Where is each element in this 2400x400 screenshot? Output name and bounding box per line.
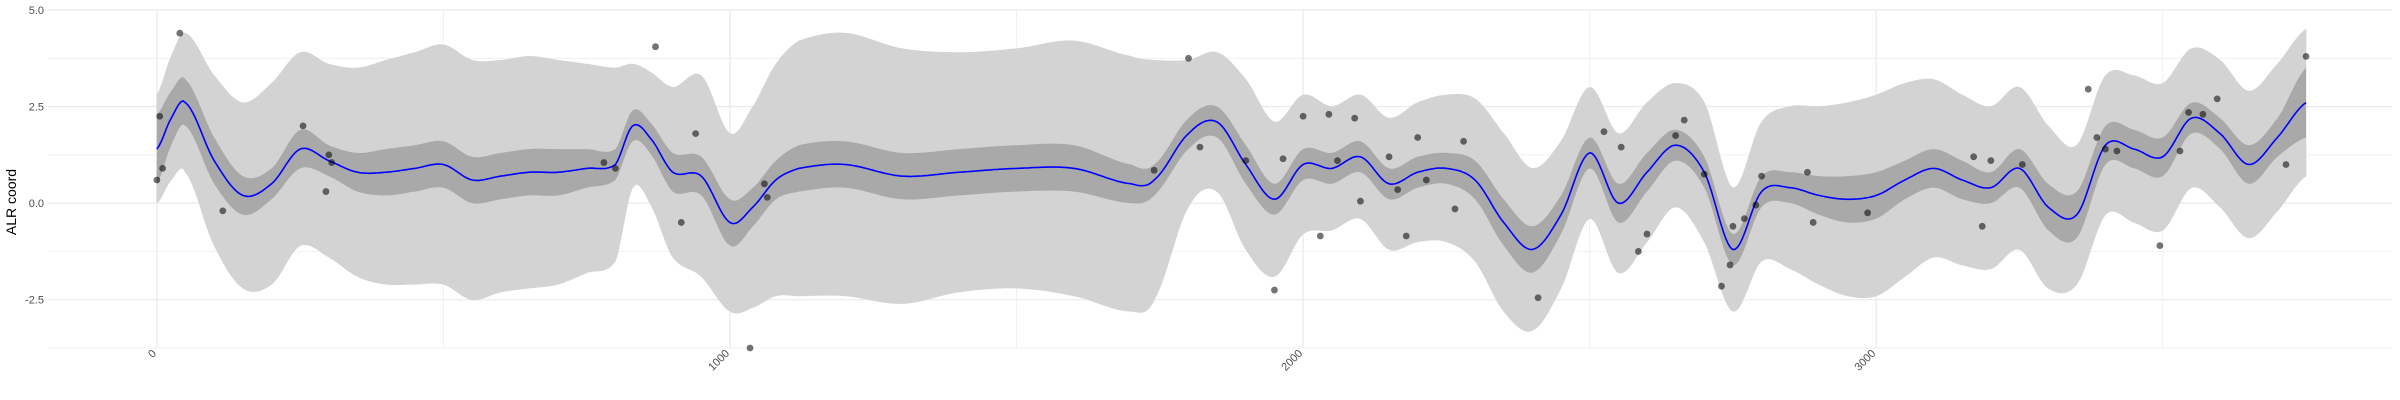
data-point [1726, 261, 1734, 269]
data-point [2018, 161, 2026, 168]
data-point [652, 43, 659, 51]
data-point [2213, 95, 2221, 103]
data-point [1414, 134, 1422, 141]
data-point [1422, 176, 1430, 184]
outer-band-area [156, 28, 2307, 332]
data-point [1864, 209, 1872, 217]
y-tick-label: -2.5 [25, 295, 44, 307]
data-point [1600, 128, 1608, 136]
data-point [156, 112, 164, 120]
data-point [2185, 108, 2192, 116]
data-point [2156, 242, 2164, 250]
y-tick-label: 5.0 [29, 5, 44, 17]
data-point [1334, 157, 1341, 165]
data-point [2302, 52, 2310, 60]
mean-line [156, 99, 2307, 251]
inner-credible-band [156, 67, 2307, 273]
data-point [1978, 222, 1986, 230]
data-point [1718, 282, 1725, 290]
x-tick-label: 3000 [1853, 348, 1879, 374]
data-point [1150, 166, 1158, 174]
data-point [1325, 110, 1333, 118]
data-point [1680, 116, 1688, 124]
data-point [159, 164, 167, 172]
data-point [219, 207, 227, 215]
data-point [692, 130, 700, 138]
data-point [1752, 201, 1760, 209]
y-tick-labels: -2.5 0.0 2.5 5.0 [25, 5, 44, 307]
data-point [611, 164, 619, 172]
data-point [2084, 85, 2092, 93]
data-point [2199, 110, 2207, 118]
data-point [1970, 153, 1978, 161]
data-point [1740, 215, 1748, 222]
data-point [1299, 112, 1307, 120]
data-point [1394, 186, 1402, 194]
x-tick-label: 2000 [1279, 348, 1305, 374]
data-point [1460, 137, 1467, 145]
data-point [1316, 232, 1324, 240]
x-tick-label: 0 [146, 348, 159, 361]
data-point [2102, 145, 2109, 153]
data-point [1279, 155, 1287, 163]
data-point [153, 176, 161, 184]
data-point [1185, 54, 1192, 62]
data-point [1451, 205, 1459, 213]
y-tick-label: 2.5 [29, 102, 44, 114]
data-point [1617, 143, 1625, 151]
data-point [2113, 147, 2121, 155]
data-point [299, 122, 307, 130]
data-point [677, 219, 685, 226]
data-point [1729, 222, 1737, 230]
data-point [328, 159, 336, 166]
data-point [1196, 143, 1204, 151]
data-point [1357, 197, 1364, 205]
data-point [1672, 132, 1680, 139]
outer-credible-band [156, 28, 2307, 332]
data-point [1271, 286, 1278, 294]
data-point [176, 29, 184, 37]
data-point [1351, 114, 1359, 122]
data-point [1402, 232, 1410, 240]
data-point [1534, 294, 1542, 302]
mean-line-layer [156, 99, 2307, 251]
inner-band-area [156, 67, 2307, 273]
x-tick-labels: 0 1000 2000 3000 [146, 348, 1878, 374]
data-point [1700, 170, 1708, 178]
data-point [2176, 147, 2184, 155]
data-point [1804, 168, 1811, 176]
data-point [2282, 161, 2290, 168]
data-point [763, 193, 771, 201]
data-point [322, 188, 330, 195]
data-point [1634, 248, 1642, 255]
y-axis-title: ALR coord [3, 169, 19, 235]
data-point [746, 344, 754, 352]
data-point [1385, 153, 1393, 161]
data-point [1809, 219, 1817, 226]
data-point [1643, 230, 1651, 238]
y-tick-label: 0.0 [29, 198, 44, 210]
x-tick-label: 1000 [706, 348, 732, 374]
data-point [2093, 134, 2101, 141]
data-point [600, 159, 608, 166]
data-point [1758, 172, 1765, 180]
data-point [760, 180, 768, 188]
observed-points-layer [153, 29, 2310, 352]
data-point [1987, 157, 1995, 165]
data-point [1242, 157, 1250, 165]
data-point [325, 151, 333, 159]
